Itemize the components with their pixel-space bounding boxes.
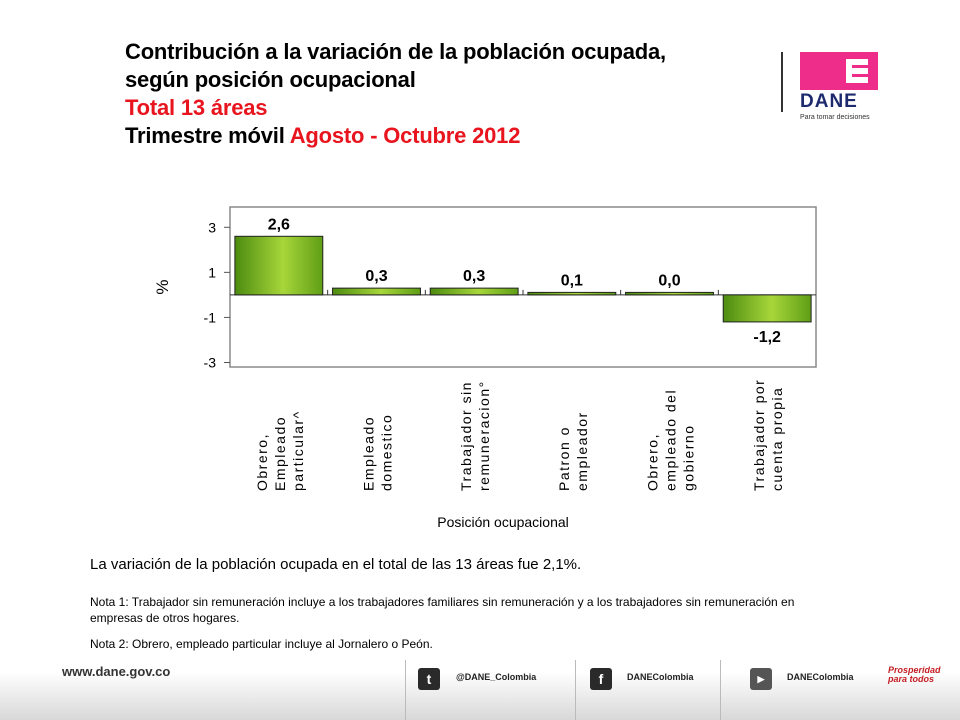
youtube-handle[interactable]: DANEColombia — [787, 672, 854, 682]
x-category-label: remuneracion° — [476, 380, 492, 491]
y-tick-label: 1 — [208, 264, 216, 280]
x-category-label: Empleado — [361, 416, 377, 491]
bar-data-label: 0,3 — [365, 268, 387, 285]
x-category-label: particular^ — [290, 410, 306, 491]
twitter-handle[interactable]: @DANE_Colombia — [456, 672, 537, 682]
footer-separator — [575, 660, 576, 720]
logo-name: DANE — [800, 91, 858, 112]
bar — [332, 287, 421, 296]
facebook-handle[interactable]: DANEColombia — [627, 672, 694, 682]
x-axis-label: Posición ocupacional — [437, 514, 569, 530]
bar — [625, 291, 714, 296]
dane-logo-e-icon — [846, 59, 868, 83]
bar-data-label: 2,6 — [268, 216, 290, 233]
x-category-label: Trabajador por — [751, 379, 767, 491]
title-line-2: según posición ocupacional — [125, 67, 416, 92]
website-link[interactable]: www.dane.gov.co — [62, 664, 171, 679]
y-tick-label: 3 — [208, 219, 216, 235]
x-category-label: domestico — [379, 414, 395, 491]
bar — [234, 235, 324, 296]
title-line-1: Contribución a la variación de la poblac… — [125, 39, 666, 64]
bar-data-label: 0,1 — [561, 272, 583, 289]
bar-data-label: -1,2 — [753, 329, 781, 346]
x-category-label: empleado del — [663, 389, 679, 491]
prosperidad-badge: Prosperidad para todos — [888, 665, 941, 684]
bar-data-label: 0,3 — [463, 268, 485, 285]
footer-separator — [405, 660, 406, 720]
facebook-icon[interactable]: f — [590, 668, 612, 690]
x-category-label: empleador — [574, 411, 590, 491]
plot-frame — [229, 206, 817, 368]
bar — [429, 287, 519, 296]
title-period: Agosto - Octubre 2012 — [289, 123, 521, 148]
youtube-icon[interactable]: ▶ — [750, 668, 772, 690]
bar-data-label: 0,0 — [658, 272, 680, 289]
title-period-line: Trimestre móvil Agosto - Octubre 2012 — [125, 122, 765, 150]
title-area: Total 13 áreas — [125, 95, 268, 120]
summary-text: La variación de la población ocupada en … — [90, 556, 582, 573]
logo-tagline: Para tomar decisiones — [800, 114, 870, 121]
title-period-prefix: Trimestre móvil — [125, 123, 290, 148]
y-tick-label: -1 — [204, 309, 217, 325]
y-tick-label: -3 — [204, 354, 217, 370]
x-category-label: gobierno — [681, 425, 697, 492]
footer-separator — [720, 660, 721, 720]
twitter-icon[interactable]: t — [418, 668, 440, 690]
bar — [527, 291, 617, 296]
x-category-label: Trabajador sin — [458, 381, 474, 491]
x-category-label: Obrero, — [645, 433, 661, 491]
bar — [722, 294, 812, 323]
note-2: Nota 2: Obrero, empleado particular incl… — [90, 637, 433, 651]
x-category-label: Obrero, — [254, 433, 270, 491]
x-category-label: Patron o — [556, 426, 572, 491]
note-1: Nota 1: Trabajador sin remuneración incl… — [90, 595, 795, 625]
logo-divider — [781, 52, 783, 112]
x-category-label: cuenta propia — [769, 387, 785, 491]
y-axis-label: % — [153, 279, 172, 294]
dane-logo-mark — [800, 52, 878, 90]
slide-title: Contribución a la variación de la poblac… — [125, 38, 765, 150]
x-category-label: Empleado — [272, 416, 288, 491]
footer-bar — [0, 672, 960, 720]
